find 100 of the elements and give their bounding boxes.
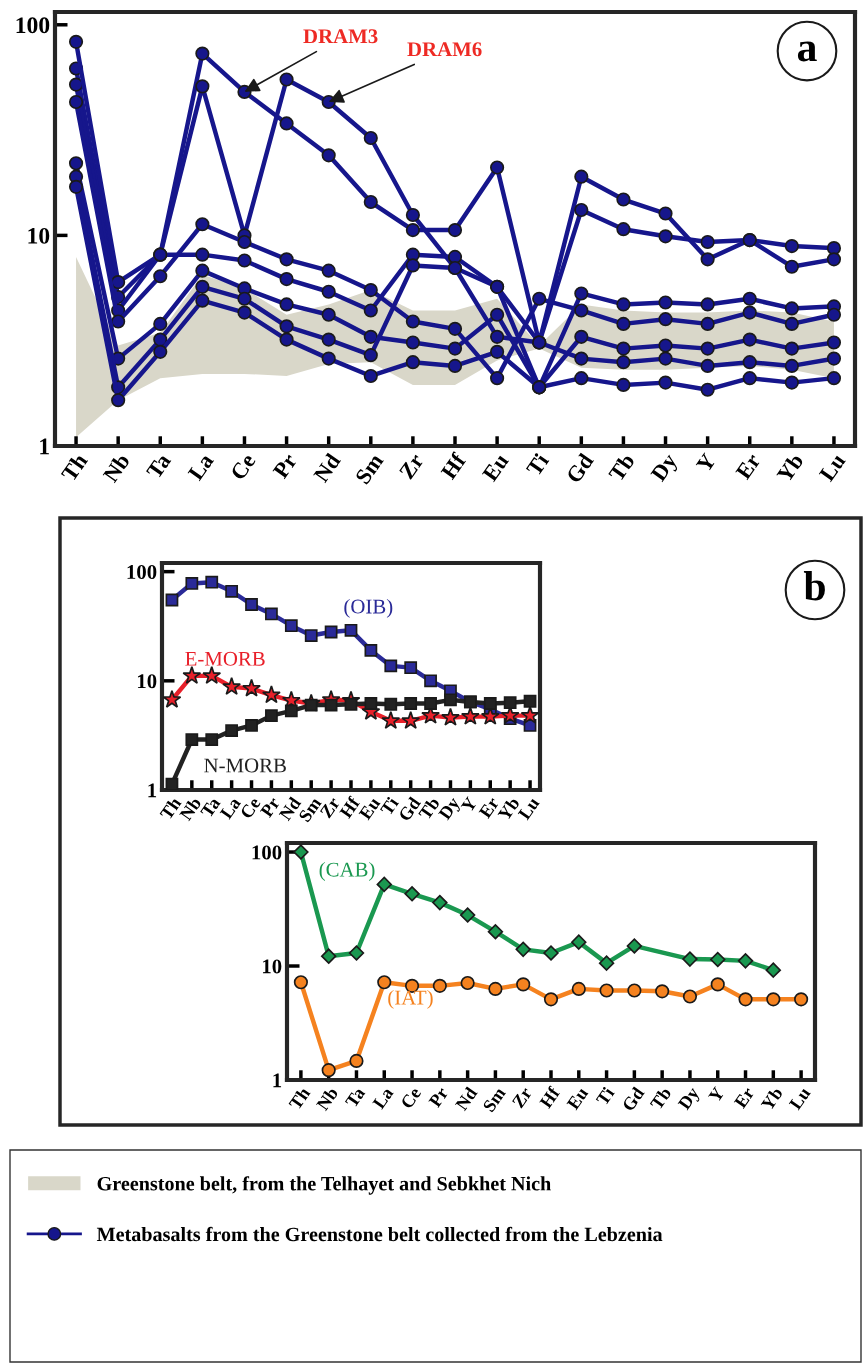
point xyxy=(424,674,437,688)
point xyxy=(532,291,547,306)
y-tick-label: 1 xyxy=(40,438,49,455)
point xyxy=(68,94,84,110)
point xyxy=(237,305,252,320)
point xyxy=(205,733,219,746)
point xyxy=(441,707,460,726)
point xyxy=(321,284,336,299)
point xyxy=(111,393,126,408)
point xyxy=(165,593,179,607)
point xyxy=(742,371,757,386)
annotation: DRAM3 xyxy=(303,29,378,44)
point xyxy=(68,77,84,92)
point xyxy=(543,945,559,961)
x-tick-label: Y xyxy=(708,1086,725,1104)
point xyxy=(658,312,673,327)
point xyxy=(738,992,753,1007)
x-tick-label: Lu xyxy=(517,796,540,821)
point xyxy=(658,375,673,390)
point xyxy=(616,297,631,312)
point xyxy=(826,307,842,322)
point xyxy=(279,272,294,287)
point xyxy=(432,894,448,911)
point xyxy=(682,951,698,967)
point xyxy=(523,694,537,708)
point xyxy=(520,705,540,724)
point xyxy=(459,907,476,923)
point xyxy=(503,696,517,710)
point xyxy=(599,983,614,998)
point xyxy=(344,697,358,711)
point xyxy=(185,577,199,590)
point xyxy=(516,977,531,992)
point xyxy=(279,252,294,267)
point xyxy=(195,263,210,278)
point xyxy=(460,706,480,725)
point xyxy=(616,377,631,393)
point xyxy=(321,148,336,163)
point xyxy=(574,303,589,318)
point xyxy=(826,241,842,256)
point xyxy=(490,371,505,386)
point xyxy=(447,341,463,356)
x-tick-label: Hf xyxy=(439,451,467,481)
point xyxy=(405,258,420,273)
point xyxy=(598,955,615,971)
point xyxy=(195,279,210,294)
x-tick-label: Ce xyxy=(229,452,257,481)
x-tick-label: Tb xyxy=(607,452,636,483)
point xyxy=(284,619,298,633)
point xyxy=(571,981,586,996)
point xyxy=(363,348,378,363)
point xyxy=(488,981,503,996)
point xyxy=(202,666,222,685)
series-label: (OIB) xyxy=(344,598,393,618)
point xyxy=(377,975,392,990)
x-tick-label: Y xyxy=(460,796,478,814)
point xyxy=(265,709,278,723)
x-tick-label: Y xyxy=(695,452,717,474)
y-tick-label: 100 xyxy=(16,17,50,34)
point xyxy=(405,355,420,370)
x-tick-label: Ce xyxy=(400,1086,422,1110)
point xyxy=(261,685,281,704)
point xyxy=(237,234,252,250)
x-tick-label: Zr xyxy=(398,452,425,480)
point xyxy=(658,338,673,353)
point xyxy=(195,217,210,232)
point xyxy=(279,72,294,87)
x-tick-label: Dy xyxy=(650,452,682,486)
point xyxy=(381,710,401,729)
point xyxy=(700,358,715,374)
point xyxy=(784,341,799,356)
point xyxy=(363,194,378,210)
point xyxy=(153,344,168,359)
point xyxy=(245,598,258,611)
point xyxy=(710,977,725,992)
point xyxy=(304,629,318,642)
point xyxy=(515,941,531,958)
point xyxy=(279,332,294,347)
point xyxy=(321,1063,336,1078)
point xyxy=(424,697,437,710)
point xyxy=(574,329,589,344)
point xyxy=(405,335,420,350)
point xyxy=(826,351,842,366)
point xyxy=(490,160,505,175)
x-tick-label: Lu xyxy=(818,452,846,483)
point xyxy=(405,222,420,238)
point xyxy=(700,234,715,250)
series-label: N-MORB xyxy=(204,758,286,773)
x-tick-label: Ti xyxy=(379,795,399,817)
point xyxy=(658,206,673,221)
point xyxy=(279,116,294,131)
point xyxy=(237,291,252,306)
point xyxy=(826,371,842,386)
point xyxy=(111,314,126,329)
point xyxy=(242,678,261,697)
point xyxy=(447,321,463,336)
x-tick-label: Hf xyxy=(338,795,361,819)
point xyxy=(363,282,378,298)
point xyxy=(616,192,631,207)
point xyxy=(616,341,631,356)
point xyxy=(574,202,589,218)
